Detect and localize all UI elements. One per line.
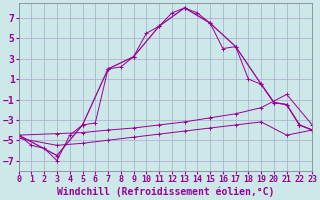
X-axis label: Windchill (Refroidissement éolien,°C): Windchill (Refroidissement éolien,°C)	[57, 187, 274, 197]
